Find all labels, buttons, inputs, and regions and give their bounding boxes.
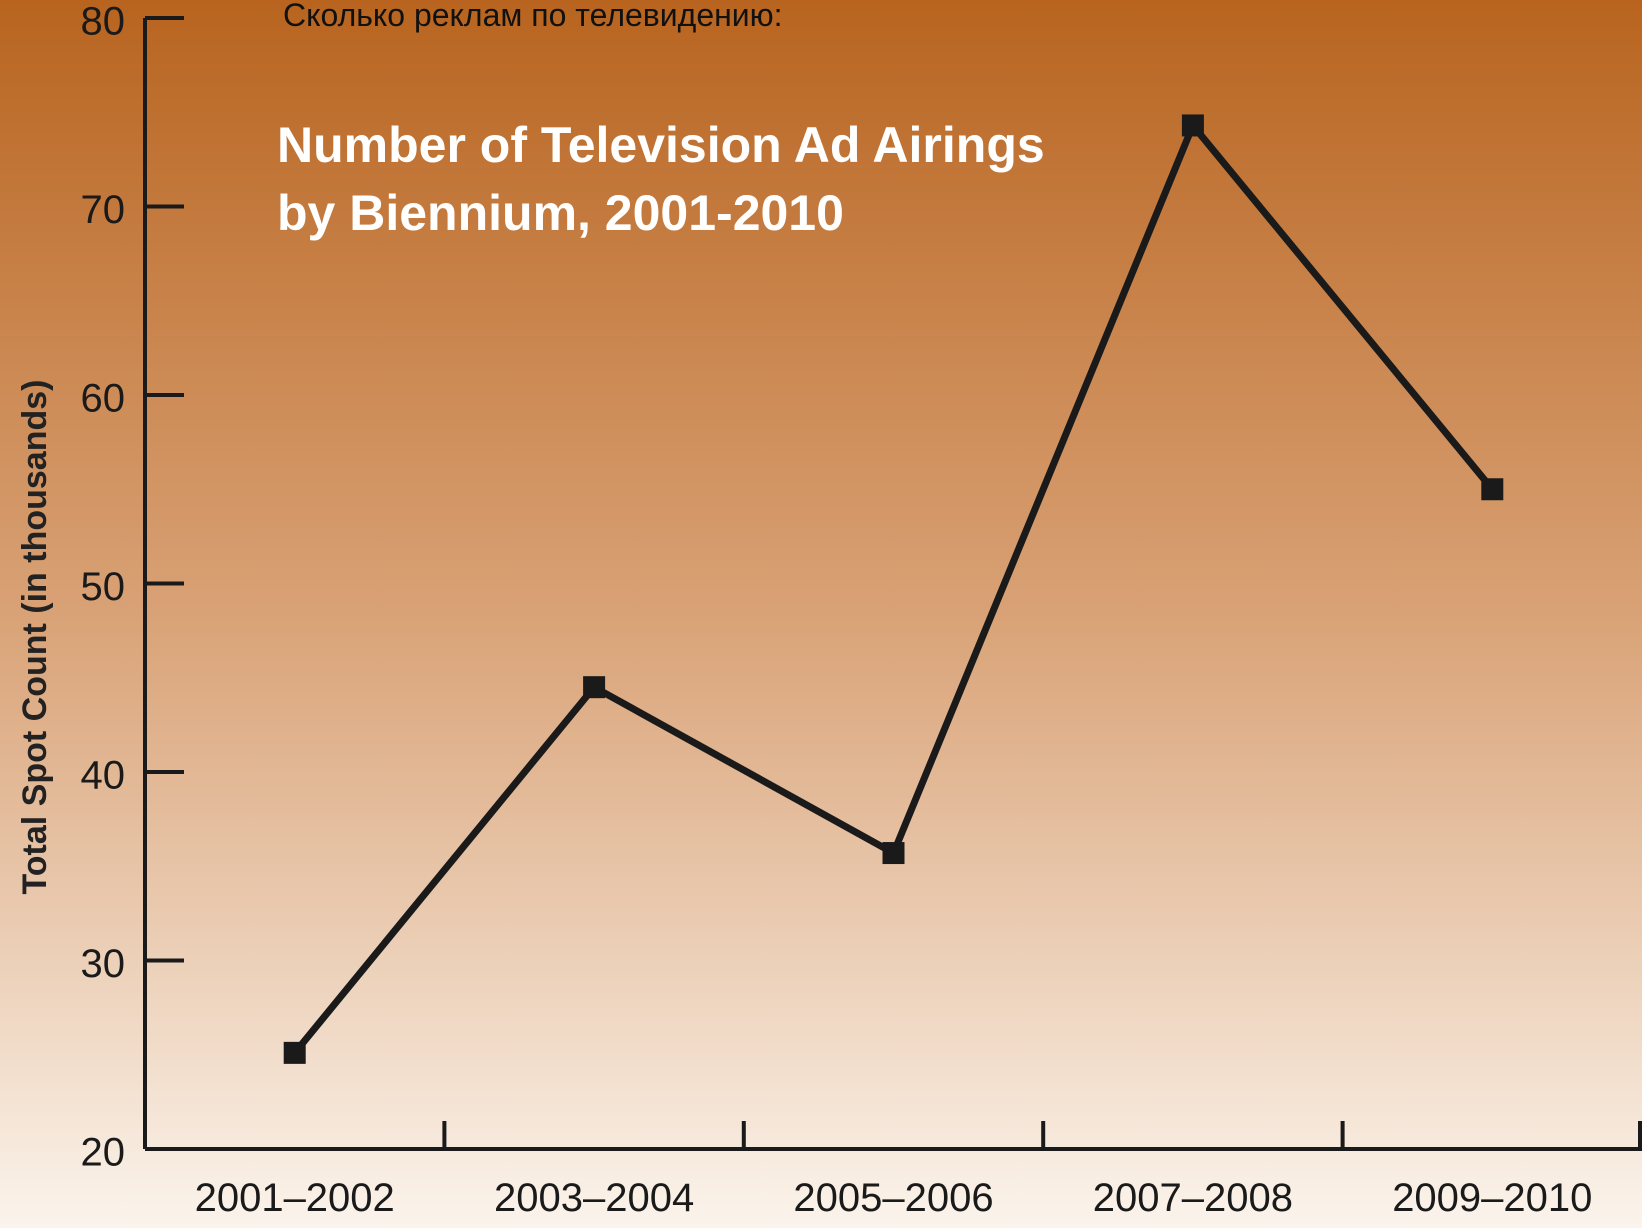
chart-title: Number of Television Ad Airings <box>277 117 1045 173</box>
y-tick-label: 80 <box>81 0 126 44</box>
y-tick-label: 40 <box>81 754 126 798</box>
x-tick-label: 2005–2006 <box>793 1176 993 1220</box>
y-tick-label: 30 <box>81 942 126 986</box>
marker <box>1481 478 1504 501</box>
x-tick-label: 2001–2002 <box>195 1176 395 1220</box>
chart-title: by Biennium, 2001-2010 <box>277 185 844 241</box>
marker <box>882 842 905 865</box>
marker <box>1181 114 1204 137</box>
y-axis-label: Total Spot Count (in thousands) <box>16 380 54 895</box>
marker <box>283 1041 306 1064</box>
x-tick-label: 2009–2010 <box>1392 1176 1592 1220</box>
y-tick-label: 20 <box>81 1131 126 1175</box>
x-tick-label: 2003–2004 <box>494 1176 694 1220</box>
y-tick-label: 60 <box>81 377 126 421</box>
y-tick-label: 70 <box>81 188 126 232</box>
x-tick-label: 2007–2008 <box>1093 1176 1293 1220</box>
marker <box>583 676 606 699</box>
y-tick-label: 50 <box>81 565 126 609</box>
heading: Сколько реклам по телевидению: <box>283 0 783 33</box>
